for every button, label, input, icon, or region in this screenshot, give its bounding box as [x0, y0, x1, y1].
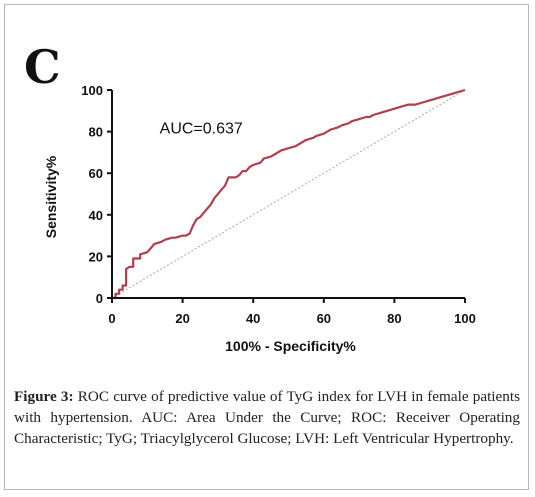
figure-frame	[4, 4, 529, 490]
panel-letter: C	[24, 40, 61, 94]
x-tick-label: 0	[108, 311, 115, 326]
x-tick-label: 80	[387, 311, 401, 326]
y-axis-label: Sensitivity%	[43, 155, 59, 238]
x-tick-label: 100	[454, 311, 476, 326]
x-axis-label: 100% - Specificity%	[225, 338, 356, 354]
y-tick-label: 60	[89, 166, 103, 181]
y-tick-label: 20	[89, 249, 103, 264]
auc-annotation: AUC=0.637	[160, 121, 243, 138]
roc-chart: 0 20 40 60 80 100 0 20 40 60 80 100 AUC=0.637 100%…	[43, 83, 476, 354]
caption-label: Figure 3:	[14, 388, 74, 405]
y-tick-label: 0	[96, 291, 103, 306]
y-tick-label: 100	[81, 83, 103, 98]
roc-curve-line	[112, 88, 466, 300]
reference-diagonal-line	[111, 89, 466, 299]
caption-text: ROC curve of predictive value of TyG ind…	[14, 388, 520, 447]
x-tick-label: 60	[317, 311, 331, 326]
y-tick-label: 40	[89, 208, 103, 223]
x-tick-label: 40	[246, 311, 260, 326]
y-tick-label: 80	[89, 125, 103, 140]
x-tick-label: 20	[175, 311, 189, 326]
figure-caption: Figure 3: ROC curve of predictive value …	[14, 386, 520, 449]
